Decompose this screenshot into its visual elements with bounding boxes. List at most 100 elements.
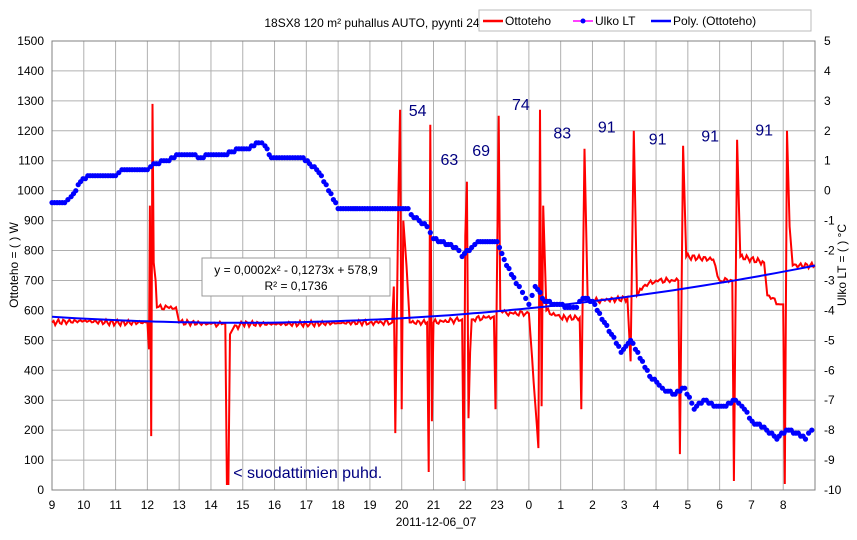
ulko-point	[689, 400, 695, 406]
x-tick-label: 3	[621, 498, 628, 512]
y-tick-label: 800	[24, 244, 44, 258]
annotation-label: 91	[755, 122, 773, 139]
ulko-point	[318, 173, 324, 179]
trendline-equation: y = 0,0002x² - 0,1273x + 578,9	[214, 263, 378, 277]
grid	[51, 40, 816, 491]
x-tick-label: 23	[490, 498, 504, 512]
ulko-point	[604, 322, 610, 328]
ottoteho-line	[51, 103, 816, 485]
annotations: 54 63 69 74 83 91 91 91 91 < suodattimien puhd.	[233, 97, 773, 482]
y2-tick-label: 3	[824, 94, 831, 108]
ulko-point	[494, 239, 500, 245]
x-tick-label: 17	[300, 498, 314, 512]
annotation-label: 74	[512, 97, 530, 114]
ulko-point	[523, 295, 529, 301]
x-tick-label: 22	[459, 498, 473, 512]
x-axis-label: 2011-12-06_07	[396, 515, 477, 529]
x-tick-label: 4	[653, 498, 660, 512]
y2-tick-label: -6	[824, 363, 835, 377]
x-tick-label: 2	[589, 498, 596, 512]
x-tick-label: 9	[49, 498, 56, 512]
y2-tick-label: 0	[824, 184, 831, 198]
y2-tick-label: -10	[824, 483, 842, 497]
y-tick-label: 300	[24, 393, 44, 407]
x-tick-label: 7	[748, 498, 755, 512]
y2-tick-label: -5	[824, 333, 835, 347]
annotation-label: 91	[701, 128, 719, 145]
trendline-r2: R² = 0,1736	[264, 279, 327, 293]
trendline-equation-box: y = 0,0002x² - 0,1273x + 578,9 R² = 0,17…	[201, 257, 391, 297]
ulko-point	[427, 230, 433, 236]
legend-ulko: Ulko LT	[595, 14, 636, 28]
x-tick-label: 21	[427, 498, 441, 512]
y-tick-label: 600	[24, 303, 44, 317]
y-tick-label: 1300	[17, 94, 44, 108]
y2-tick-label: 2	[824, 124, 831, 138]
y2-tick-label: -9	[824, 453, 835, 467]
ulko-point	[424, 224, 430, 230]
x-tick-label: 5	[684, 498, 691, 512]
ulko-point	[635, 349, 641, 355]
ulko-point	[405, 206, 411, 212]
y-axis-ticks: 0 100 200 300 400 500 600 700 800 900 1000 1100 1200…	[17, 34, 44, 497]
x-tick-label: 6	[716, 498, 723, 512]
ulko-point	[456, 247, 462, 254]
ulko-point	[682, 385, 688, 391]
ulko-point	[511, 274, 517, 281]
ulko-point	[333, 200, 339, 206]
y-tick-label: 0	[37, 483, 44, 497]
x-tick-label: 0	[526, 498, 533, 512]
ulko-point	[616, 343, 622, 349]
ulko-point	[630, 340, 636, 346]
ulko-point	[519, 289, 526, 295]
annotation-label: 91	[649, 131, 667, 148]
legend-ulko-marker	[580, 18, 586, 24]
y2-tick-label: 5	[824, 34, 831, 48]
y-tick-label: 100	[24, 453, 44, 467]
y-tick-label: 900	[24, 214, 44, 228]
ulko-point	[809, 427, 815, 433]
ulko-point	[264, 146, 270, 152]
y-tick-label: 500	[24, 333, 44, 347]
poly-trendline	[51, 264, 816, 324]
x-axis-ticks: 9 10 11 12 13 14 15 16 17 18 19 20 21 22 23 0 1 2 3 4 5 6 7 8	[49, 498, 787, 512]
x-tick-label: 13	[172, 498, 186, 512]
legend-poly: Poly. (Ottoteho)	[673, 14, 756, 28]
y2-tick-label: -3	[824, 273, 835, 287]
ulko-point	[323, 182, 329, 188]
ulko-point	[574, 304, 580, 310]
ulko-point	[328, 191, 334, 197]
trendline-box-frame	[201, 257, 391, 297]
y2-tick-label: -1	[824, 214, 835, 228]
y2-tick-label: -4	[824, 303, 835, 317]
ulko-point	[506, 265, 512, 272]
x-tick-label: 14	[204, 498, 218, 512]
ulko-point	[516, 283, 522, 290]
annotation-label: 63	[440, 152, 458, 169]
chart-title: 18SX8 120 m² puhallus AUTO, pyynti 24 C	[264, 16, 492, 30]
y-tick-label: 700	[24, 273, 44, 287]
ulko-point	[537, 289, 543, 295]
y-tick-label: 1100	[18, 154, 44, 168]
y2-tick-label: -7	[824, 393, 835, 407]
annotation-label: 54	[409, 103, 427, 120]
legend-ottoteho: Ottoteho	[505, 14, 551, 28]
y-tick-label: 1200	[17, 124, 44, 138]
legend-box	[478, 9, 812, 32]
ulko-point	[802, 436, 809, 442]
x-tick-label: 10	[77, 498, 91, 512]
annotation-label: 91	[598, 119, 616, 136]
x-tick-label: 15	[236, 498, 250, 512]
y2-tick-label: -8	[824, 423, 835, 437]
ulko-point	[686, 394, 693, 400]
y-axis-label: Ottoteho = ( ) W	[7, 221, 21, 307]
series-layer	[49, 103, 816, 485]
ulko-point	[499, 250, 505, 257]
x-tick-label: 12	[141, 498, 155, 512]
x-tick-label: 8	[780, 498, 787, 512]
y2-axis-label: Ulko LT = ( ) °C	[835, 224, 849, 306]
x-tick-label: 11	[109, 498, 122, 512]
annotation-label: < suodattimien puhd.	[233, 465, 382, 482]
